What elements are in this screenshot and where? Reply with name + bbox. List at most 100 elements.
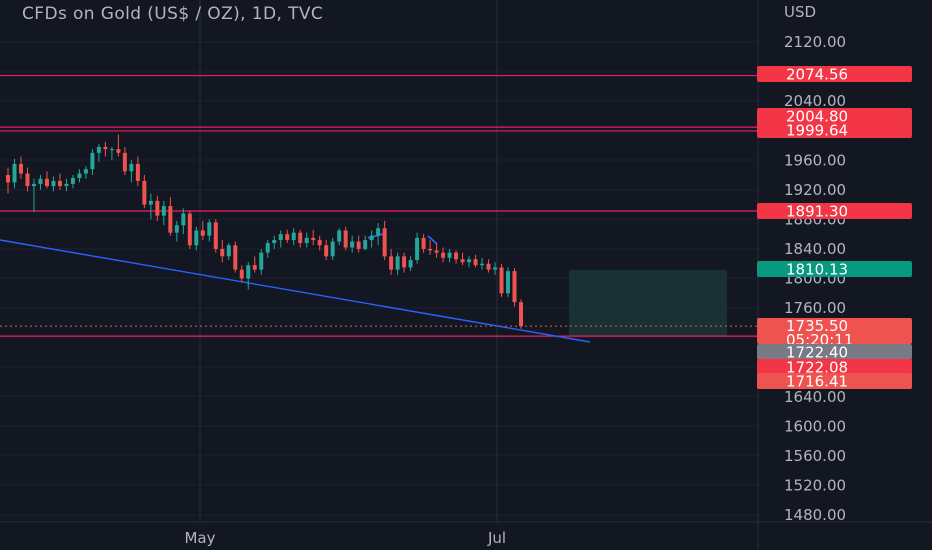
candle-body	[369, 235, 374, 241]
time-tick-label: May	[184, 529, 215, 547]
candle	[369, 230, 374, 248]
price-tick-label: 2120.00	[784, 33, 846, 51]
price-badge-text: 1716.41	[786, 373, 848, 391]
candle	[272, 235, 277, 249]
candle	[343, 226, 348, 251]
candle	[174, 220, 179, 242]
candle-body	[415, 237, 420, 261]
candle	[77, 169, 82, 183]
level-badge: 1999.64	[757, 122, 912, 140]
candle	[265, 240, 270, 258]
candle	[25, 167, 30, 192]
candle-body	[356, 241, 361, 249]
small-trendline[interactable]	[427, 235, 438, 245]
candlestick-series	[6, 134, 523, 329]
candle-body	[311, 237, 316, 241]
candle-body	[25, 173, 30, 187]
candle-body	[103, 146, 108, 150]
level-badge-bg	[757, 359, 912, 375]
candle-body	[285, 234, 290, 241]
level-badge-bg	[757, 122, 912, 138]
chart-title: CFDs on Gold (US$ / OZ), 1D, TVC	[22, 4, 324, 24]
candle-body	[239, 269, 244, 279]
price-badge-bg	[757, 344, 912, 360]
price-badge: 1810.13	[757, 261, 912, 279]
price-tick-label: 2040.00	[784, 92, 846, 110]
price-tick-label: 1600.00	[784, 417, 846, 435]
profit-zone-rect[interactable]	[569, 270, 727, 336]
candle-body	[408, 260, 413, 268]
candle	[116, 134, 121, 157]
candle	[122, 146, 127, 176]
candle-body	[213, 222, 218, 249]
long-position-zone[interactable]	[569, 270, 727, 336]
candle-body	[181, 213, 186, 226]
candle-body	[324, 245, 329, 257]
candle-body	[155, 200, 160, 216]
candle-body	[506, 271, 511, 294]
candle	[200, 220, 205, 241]
level-badge: 1891.30	[757, 203, 912, 221]
candle	[135, 156, 140, 187]
candle	[298, 229, 303, 248]
candle-body	[168, 206, 173, 233]
time-axis[interactable]: May Jul	[184, 529, 506, 547]
candle-body	[382, 228, 387, 257]
candle	[467, 256, 472, 268]
candle	[324, 240, 329, 261]
candle-body	[499, 267, 504, 294]
candle	[473, 254, 478, 268]
candle-body	[96, 146, 101, 153]
candle-body	[129, 163, 134, 172]
support-trendline[interactable]	[0, 239, 591, 343]
candle-body	[57, 180, 62, 187]
candle	[31, 178, 36, 212]
candle-body	[441, 252, 446, 258]
candle	[44, 171, 49, 189]
price-badge-bg	[757, 261, 912, 277]
candle-body	[259, 252, 264, 270]
price-tick-label: 1560.00	[784, 447, 846, 465]
candle	[519, 299, 523, 329]
candle-body	[122, 152, 127, 172]
candle-body	[83, 169, 88, 174]
candle-body	[395, 256, 400, 270]
candle-body	[493, 267, 498, 270]
candle	[207, 219, 212, 242]
candle	[96, 143, 101, 162]
candle-body	[486, 263, 491, 270]
candle	[350, 235, 355, 253]
candle	[6, 167, 10, 194]
price-badge-text: 1722.40	[786, 344, 848, 362]
candle-body	[70, 177, 75, 184]
candle	[304, 232, 309, 248]
candle	[109, 146, 114, 161]
horizontal-levels[interactable]	[0, 74, 758, 337]
candle-body	[116, 149, 121, 153]
candle-body	[298, 232, 303, 244]
candle	[330, 237, 335, 261]
candle	[187, 210, 192, 249]
current-price-badge-bg	[757, 318, 912, 344]
candle	[83, 166, 88, 179]
candle	[64, 178, 69, 192]
candle-body	[51, 180, 56, 187]
candle	[278, 230, 283, 248]
candle	[246, 262, 251, 290]
candle	[148, 193, 153, 220]
price-tick-label: 1760.00	[784, 299, 846, 317]
candle	[317, 235, 322, 251]
candle	[12, 158, 17, 189]
candle	[291, 228, 296, 246]
candle-body	[252, 265, 257, 270]
candle-body	[421, 237, 426, 249]
price-badge: 1716.41	[757, 373, 912, 391]
candle	[376, 223, 381, 246]
candle	[512, 268, 517, 307]
candle	[90, 149, 95, 176]
level-badge-text: 2004.80	[786, 108, 848, 126]
candle-body	[233, 245, 238, 270]
candle	[181, 208, 186, 235]
